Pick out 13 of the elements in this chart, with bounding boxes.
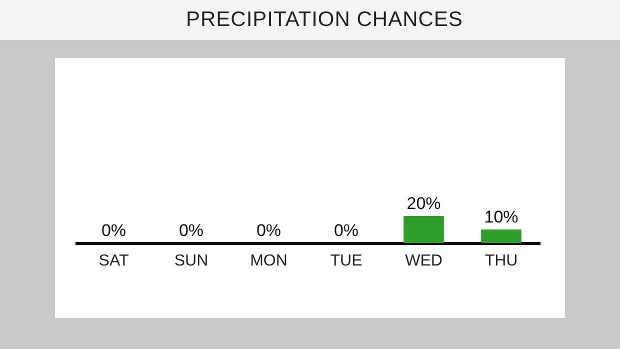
x-tick-label: SAT [98,252,129,270]
chart-title: PRECIPITATION CHANCES [186,8,463,32]
data-label: 0% [334,221,359,240]
data-label: 10% [484,208,518,226]
data-label: 0% [178,221,204,240]
x-tick-label: TUE [330,252,362,270]
data-label: 0% [256,221,282,240]
x-tick-label: SUN [174,252,208,270]
x-tick-label: MON [250,252,288,270]
data-label: 0% [101,221,126,240]
data-label: 20% [406,194,441,213]
x-tick-label: WED [405,252,442,270]
x-tick-label: THU [484,252,518,270]
